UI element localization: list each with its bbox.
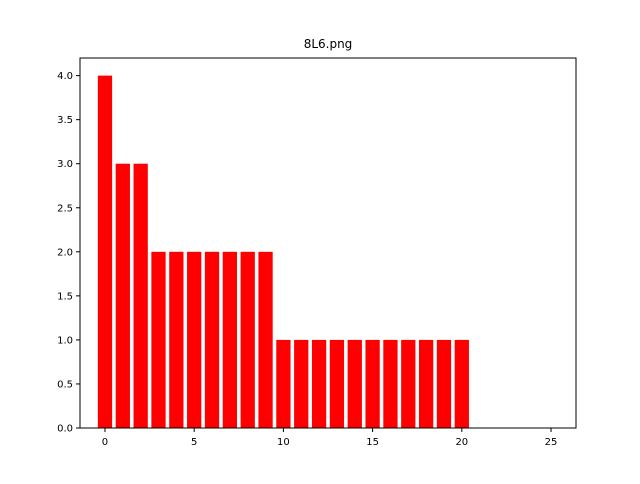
- x-tick-label-5: 5: [191, 437, 197, 448]
- plot-area-frame: [79, 57, 577, 429]
- x-tick-label-15: 15: [366, 437, 379, 448]
- bar-13: [329, 339, 345, 428]
- bar-9: [258, 251, 273, 428]
- bar-19: [436, 339, 452, 428]
- bar-1: [115, 163, 130, 428]
- bar-4: [169, 251, 184, 428]
- y-tick-label-1.5: 1.5: [57, 291, 73, 302]
- x-tick-label-0: 0: [102, 437, 108, 448]
- x-tick-label-10: 10: [277, 437, 290, 448]
- bar-15: [365, 339, 380, 428]
- y-tick-label-0: 0.0: [57, 424, 73, 435]
- y-tick-label-1: 1.0: [57, 335, 73, 346]
- y-tick-label-2.5: 2.5: [57, 203, 73, 214]
- y-axis: 0.0 0.5 1.0 1.5 2.0 2.5 3.0 3.5 4.0: [57, 71, 80, 435]
- y-tick-label-3.5: 3.5: [57, 115, 73, 126]
- y-tick-label-2: 2.0: [57, 247, 73, 258]
- chart-title: 8L6.png: [304, 37, 353, 51]
- bar-14: [347, 339, 362, 428]
- bar-11: [294, 339, 309, 428]
- x-axis: 0 5 10 15 20 25: [102, 428, 558, 448]
- bar-2: [133, 163, 148, 428]
- bar-7: [222, 251, 237, 428]
- bar-20: [454, 339, 469, 428]
- y-tick-label-3: 3.0: [57, 159, 73, 170]
- bar-6: [204, 251, 220, 428]
- bar-8: [240, 251, 255, 428]
- bar-5: [187, 251, 202, 428]
- x-tick-label-20: 20: [455, 437, 468, 448]
- y-tick-label-4: 4.0: [57, 71, 73, 82]
- x-tick-label-25: 25: [545, 437, 558, 448]
- bars-group: [97, 75, 469, 429]
- bar-0: [97, 75, 113, 429]
- bar-3: [151, 251, 166, 428]
- bar-12: [311, 339, 327, 428]
- bar-18: [418, 339, 434, 428]
- bar-10: [276, 339, 291, 428]
- bar-16: [383, 339, 398, 428]
- y-tick-label-0.5: 0.5: [57, 379, 73, 390]
- bar-17: [401, 339, 416, 428]
